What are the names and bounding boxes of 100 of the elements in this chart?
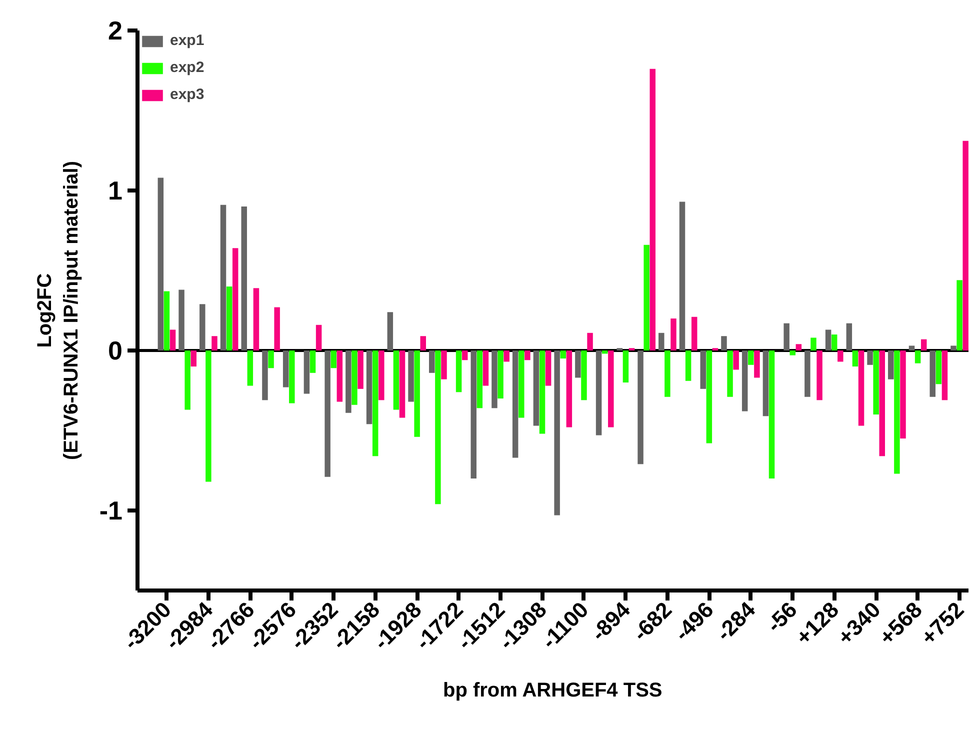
bar: [914, 350, 921, 364]
bar: [831, 334, 838, 350]
bar: [200, 304, 206, 350]
bar: [462, 350, 468, 360]
bar: [470, 350, 476, 478]
bar: [420, 336, 426, 350]
bar: [289, 350, 295, 404]
bar: [476, 350, 483, 408]
bar: [900, 350, 906, 438]
bar: [366, 350, 372, 424]
bar: [253, 288, 260, 350]
bar: [762, 350, 769, 416]
legend-label: exp1: [170, 32, 204, 49]
bar: [748, 350, 754, 365]
bar: [330, 350, 336, 368]
bar: [310, 350, 316, 373]
bar: [220, 204, 226, 350]
bar: [206, 350, 212, 482]
bar: [429, 350, 435, 373]
bar: [441, 350, 447, 380]
bar: [378, 350, 384, 400]
bar: [268, 350, 274, 368]
bar: [810, 338, 816, 350]
bar: [888, 350, 894, 380]
bar: [399, 350, 406, 418]
bar: [846, 323, 852, 350]
x-tick-label: -894: [586, 596, 636, 646]
bar: [336, 350, 343, 402]
bar: [930, 350, 936, 397]
bar: [387, 312, 394, 350]
bar: [414, 350, 420, 437]
bar: [790, 350, 796, 356]
bar: [742, 350, 748, 412]
bar: [393, 350, 400, 410]
bar: [644, 244, 650, 350]
bar: [372, 350, 378, 456]
bar: [560, 350, 566, 358]
bar: [873, 350, 879, 414]
bar: [524, 350, 530, 360]
bar: [212, 336, 218, 350]
bar: [304, 350, 310, 394]
bar: [554, 350, 560, 516]
y-tick-label: 1: [108, 176, 123, 206]
bar: [950, 346, 956, 350]
legend-label: exp3: [170, 86, 204, 103]
bar: [816, 350, 822, 400]
bar: [733, 350, 739, 370]
bar: [942, 350, 948, 400]
bar: [721, 336, 727, 350]
bar: [316, 324, 322, 350]
bar: [608, 350, 614, 428]
bar: [352, 350, 358, 405]
bar: [232, 248, 238, 350]
bar: [190, 350, 196, 366]
bar: [920, 339, 927, 350]
bar: [456, 350, 462, 392]
bar: [804, 350, 810, 397]
bar: [962, 140, 968, 350]
bar: [894, 350, 900, 474]
bar: [658, 332, 664, 350]
bar: [768, 350, 775, 478]
bar: [691, 316, 698, 350]
bar: [622, 350, 629, 382]
bar: [566, 350, 572, 428]
bar: [796, 344, 802, 350]
bar: [956, 280, 962, 350]
bar: [346, 350, 352, 413]
bar: [504, 350, 510, 362]
bar: [247, 350, 254, 386]
bar: [178, 290, 184, 350]
bar: [908, 346, 915, 350]
bar: [879, 350, 885, 456]
bar: [852, 350, 858, 366]
bar: [825, 330, 832, 350]
bar: [518, 350, 524, 418]
bar: [512, 350, 518, 458]
bar: [545, 350, 552, 386]
bar: [596, 350, 602, 436]
x-axis-title: bp from ARHGEF4 TSS: [442, 680, 662, 702]
bar: [727, 350, 733, 397]
bar: [482, 350, 489, 386]
bar: [650, 68, 656, 350]
bar: [241, 206, 247, 350]
bar: [164, 291, 170, 350]
y-tick-label: 0: [108, 336, 123, 366]
bar: [664, 350, 670, 397]
bar: [324, 350, 330, 477]
bar: [754, 350, 760, 378]
bar: [936, 350, 942, 384]
y-tick-label: -1: [99, 496, 123, 526]
bar: [679, 202, 686, 350]
x-tick-label: -284: [711, 596, 761, 646]
bar: [408, 350, 414, 402]
bar: [784, 323, 790, 350]
bar: [492, 350, 498, 408]
bar: [274, 307, 280, 350]
bar: [670, 318, 676, 350]
bar: [700, 350, 706, 389]
bar: [282, 350, 289, 388]
bar: [581, 350, 587, 400]
